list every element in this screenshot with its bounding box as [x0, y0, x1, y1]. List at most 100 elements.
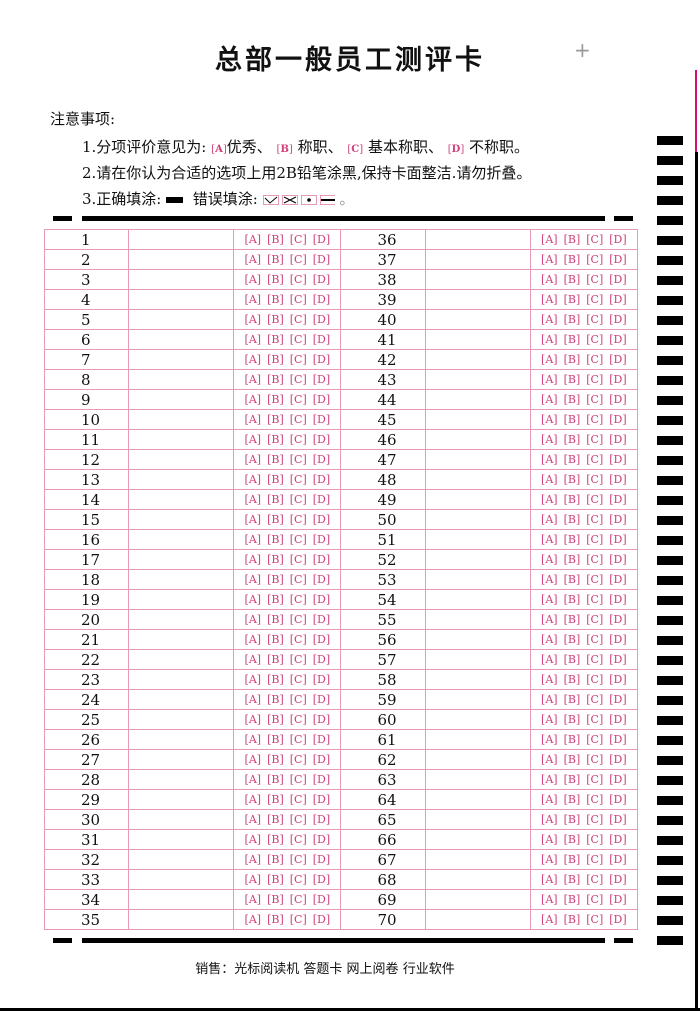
- bubble-11-c[interactable]: [C]: [289, 433, 307, 446]
- bubble-1-a[interactable]: [A]: [244, 233, 262, 246]
- bubble-3-c[interactable]: [C]: [289, 273, 307, 286]
- bubble-17-b[interactable]: [B]: [267, 553, 284, 566]
- bubble-36-a[interactable]: [A]: [541, 233, 558, 246]
- bubble-38-c[interactable]: [C]: [586, 273, 604, 286]
- bubble-47-b[interactable]: [B]: [563, 453, 581, 466]
- bubble-39-c[interactable]: [C]: [586, 293, 604, 306]
- bubble-10-d[interactable]: [D]: [312, 413, 331, 426]
- bubble-35-b[interactable]: [B]: [267, 913, 284, 926]
- bubble-55-a[interactable]: [A]: [541, 613, 558, 626]
- bubble-36-c[interactable]: [C]: [586, 233, 604, 246]
- bubble-37-d[interactable]: [D]: [609, 253, 627, 266]
- bubble-54-c[interactable]: [C]: [586, 593, 604, 606]
- bubble-35-c[interactable]: [C]: [289, 913, 307, 926]
- bubble-4-a[interactable]: [A]: [244, 293, 262, 306]
- bubble-5-c[interactable]: [C]: [289, 313, 307, 326]
- bubble-25-d[interactable]: [D]: [312, 713, 331, 726]
- bubble-36-d[interactable]: [D]: [609, 233, 627, 246]
- bubble-52-c[interactable]: [C]: [586, 553, 604, 566]
- bubble-7-c[interactable]: [C]: [289, 353, 307, 366]
- bubble-66-d[interactable]: [D]: [609, 833, 627, 846]
- bubble-28-d[interactable]: [D]: [312, 773, 331, 786]
- bubble-7-b[interactable]: [B]: [267, 353, 284, 366]
- bubble-27-a[interactable]: [A]: [244, 753, 262, 766]
- bubble-43-d[interactable]: [D]: [609, 373, 627, 386]
- bubble-58-b[interactable]: [B]: [563, 673, 581, 686]
- bubble-49-b[interactable]: [B]: [563, 493, 581, 506]
- bubble-5-d[interactable]: [D]: [312, 313, 331, 326]
- bubble-17-a[interactable]: [A]: [244, 553, 262, 566]
- bubble-54-d[interactable]: [D]: [609, 593, 627, 606]
- bubble-62-d[interactable]: [D]: [609, 753, 627, 766]
- bubble-54-b[interactable]: [B]: [563, 593, 581, 606]
- bubble-65-d[interactable]: [D]: [609, 813, 627, 826]
- bubble-43-b[interactable]: [B]: [563, 373, 581, 386]
- bubble-6-a[interactable]: [A]: [244, 333, 262, 346]
- bubble-37-b[interactable]: [B]: [563, 253, 581, 266]
- bubble-62-c[interactable]: [C]: [586, 753, 604, 766]
- bubble-57-c[interactable]: [C]: [586, 653, 604, 666]
- bubble-3-a[interactable]: [A]: [244, 273, 262, 286]
- bubble-5-b[interactable]: [B]: [267, 313, 284, 326]
- bubble-11-d[interactable]: [D]: [312, 433, 331, 446]
- bubble-60-d[interactable]: [D]: [609, 713, 627, 726]
- bubble-30-a[interactable]: [A]: [244, 813, 262, 826]
- bubble-45-d[interactable]: [D]: [609, 413, 627, 426]
- bubble-14-c[interactable]: [C]: [289, 493, 307, 506]
- bubble-28-c[interactable]: [C]: [289, 773, 307, 786]
- bubble-57-a[interactable]: [A]: [541, 653, 558, 666]
- bubble-30-b[interactable]: [B]: [267, 813, 284, 826]
- bubble-70-c[interactable]: [C]: [586, 913, 604, 926]
- bubble-10-b[interactable]: [B]: [267, 413, 284, 426]
- bubble-31-c[interactable]: [C]: [289, 833, 307, 846]
- bubble-24-a[interactable]: [A]: [244, 693, 262, 706]
- bubble-70-b[interactable]: [B]: [563, 913, 581, 926]
- bubble-51-a[interactable]: [A]: [541, 533, 558, 546]
- bubble-53-d[interactable]: [D]: [609, 573, 627, 586]
- bubble-58-d[interactable]: [D]: [609, 673, 627, 686]
- bubble-20-c[interactable]: [C]: [289, 613, 307, 626]
- bubble-31-b[interactable]: [B]: [267, 833, 284, 846]
- bubble-27-b[interactable]: [B]: [267, 753, 284, 766]
- bubble-55-b[interactable]: [B]: [563, 613, 581, 626]
- bubble-55-d[interactable]: [D]: [609, 613, 627, 626]
- bubble-8-b[interactable]: [B]: [267, 373, 284, 386]
- bubble-65-b[interactable]: [B]: [563, 813, 581, 826]
- bubble-23-c[interactable]: [C]: [289, 673, 307, 686]
- bubble-41-d[interactable]: [D]: [609, 333, 627, 346]
- bubble-19-a[interactable]: [A]: [244, 593, 262, 606]
- bubble-46-b[interactable]: [B]: [563, 433, 581, 446]
- bubble-26-d[interactable]: [D]: [312, 733, 331, 746]
- bubble-27-c[interactable]: [C]: [289, 753, 307, 766]
- bubble-60-a[interactable]: [A]: [541, 713, 558, 726]
- bubble-47-c[interactable]: [C]: [586, 453, 604, 466]
- bubble-17-c[interactable]: [C]: [289, 553, 307, 566]
- bubble-15-a[interactable]: [A]: [244, 513, 262, 526]
- bubble-60-b[interactable]: [B]: [563, 713, 581, 726]
- bubble-33-a[interactable]: [A]: [244, 873, 262, 886]
- bubble-13-d[interactable]: [D]: [312, 473, 331, 486]
- bubble-68-c[interactable]: [C]: [586, 873, 604, 886]
- bubble-46-d[interactable]: [D]: [609, 433, 627, 446]
- bubble-22-c[interactable]: [C]: [289, 653, 307, 666]
- bubble-45-c[interactable]: [C]: [586, 413, 604, 426]
- bubble-68-b[interactable]: [B]: [563, 873, 581, 886]
- bubble-15-b[interactable]: [B]: [267, 513, 284, 526]
- bubble-47-d[interactable]: [D]: [609, 453, 627, 466]
- bubble-63-a[interactable]: [A]: [541, 773, 558, 786]
- bubble-67-a[interactable]: [A]: [541, 853, 558, 866]
- bubble-12-a[interactable]: [A]: [244, 453, 262, 466]
- bubble-46-c[interactable]: [C]: [586, 433, 604, 446]
- bubble-50-a[interactable]: [A]: [541, 513, 558, 526]
- bubble-26-c[interactable]: [C]: [289, 733, 307, 746]
- bubble-3-b[interactable]: [B]: [267, 273, 284, 286]
- bubble-56-a[interactable]: [A]: [541, 633, 558, 646]
- bubble-69-c[interactable]: [C]: [586, 893, 604, 906]
- bubble-42-d[interactable]: [D]: [609, 353, 627, 366]
- bubble-22-b[interactable]: [B]: [267, 653, 284, 666]
- bubble-9-c[interactable]: [C]: [289, 393, 307, 406]
- bubble-14-b[interactable]: [B]: [267, 493, 284, 506]
- bubble-58-a[interactable]: [A]: [541, 673, 558, 686]
- bubble-13-a[interactable]: [A]: [244, 473, 262, 486]
- bubble-15-d[interactable]: [D]: [312, 513, 331, 526]
